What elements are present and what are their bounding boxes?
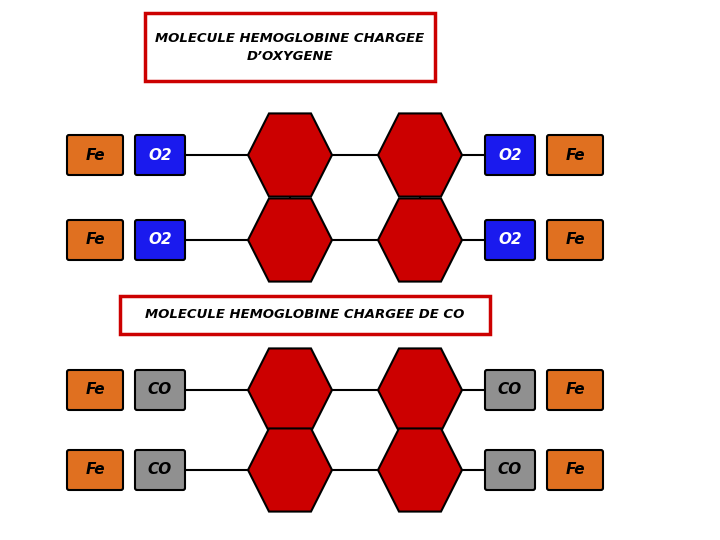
Text: Fe: Fe (565, 233, 585, 247)
FancyBboxPatch shape (547, 135, 603, 175)
Text: MOLECULE HEMOGLOBINE CHARGEE
D’OXYGENE: MOLECULE HEMOGLOBINE CHARGEE D’OXYGENE (156, 31, 425, 63)
FancyBboxPatch shape (67, 135, 123, 175)
Text: MOLECULE HEMOGLOBINE CHARGEE DE CO: MOLECULE HEMOGLOBINE CHARGEE DE CO (145, 308, 464, 321)
Text: CO: CO (498, 382, 522, 397)
FancyBboxPatch shape (135, 370, 185, 410)
FancyBboxPatch shape (67, 370, 123, 410)
FancyBboxPatch shape (547, 450, 603, 490)
Text: Fe: Fe (85, 382, 105, 397)
Polygon shape (248, 428, 332, 511)
Polygon shape (248, 348, 332, 431)
Polygon shape (248, 198, 332, 281)
FancyBboxPatch shape (485, 450, 535, 490)
FancyBboxPatch shape (485, 220, 535, 260)
Text: CO: CO (148, 462, 172, 477)
FancyBboxPatch shape (485, 370, 535, 410)
FancyBboxPatch shape (135, 135, 185, 175)
FancyBboxPatch shape (485, 135, 535, 175)
Polygon shape (248, 113, 332, 197)
Text: O2: O2 (498, 233, 522, 247)
Text: CO: CO (148, 382, 172, 397)
Text: Fe: Fe (565, 462, 585, 477)
FancyBboxPatch shape (120, 296, 490, 334)
FancyBboxPatch shape (547, 370, 603, 410)
Text: Fe: Fe (85, 462, 105, 477)
Text: CO: CO (498, 462, 522, 477)
FancyBboxPatch shape (67, 220, 123, 260)
Text: O2: O2 (148, 147, 172, 163)
Polygon shape (378, 198, 462, 281)
Polygon shape (378, 348, 462, 431)
Polygon shape (378, 428, 462, 511)
Text: O2: O2 (498, 147, 522, 163)
FancyBboxPatch shape (145, 13, 435, 81)
Text: Fe: Fe (85, 233, 105, 247)
Text: Fe: Fe (565, 382, 585, 397)
FancyBboxPatch shape (135, 220, 185, 260)
Text: Fe: Fe (85, 147, 105, 163)
FancyBboxPatch shape (135, 450, 185, 490)
Polygon shape (378, 113, 462, 197)
Text: O2: O2 (148, 233, 172, 247)
FancyBboxPatch shape (67, 450, 123, 490)
Text: Fe: Fe (565, 147, 585, 163)
FancyBboxPatch shape (547, 220, 603, 260)
